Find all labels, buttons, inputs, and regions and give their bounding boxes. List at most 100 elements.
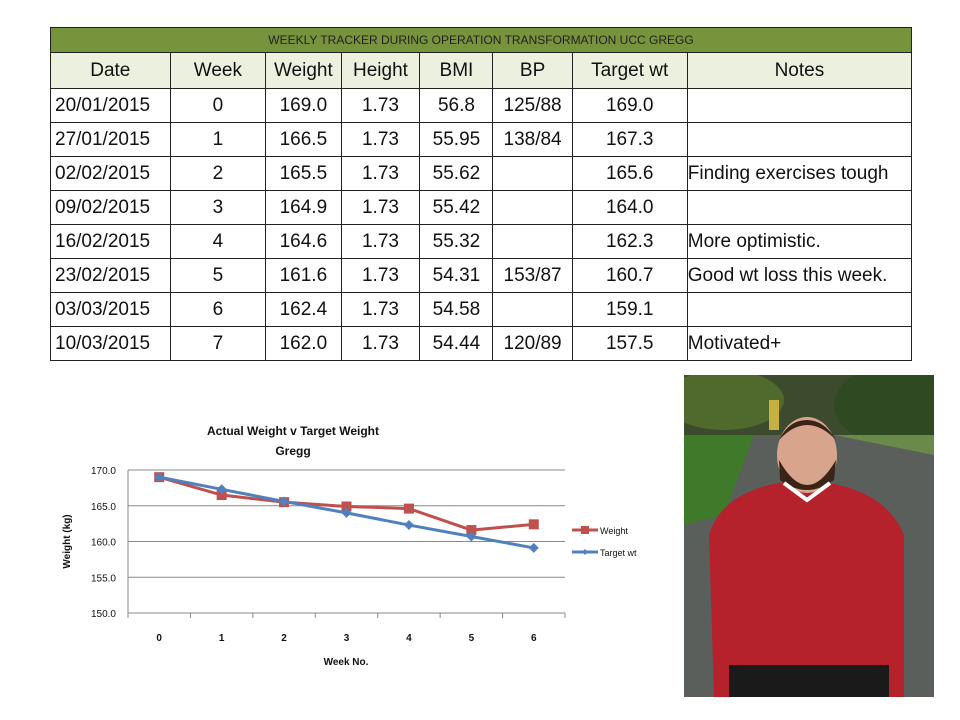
table-cell: Motivated+ (686, 326, 913, 361)
table-cell: 125/88 (492, 88, 573, 123)
table-cell: Good wt loss this week. (686, 258, 913, 293)
column-header: BP (492, 52, 573, 89)
column-header: Target wt (571, 52, 688, 89)
table-cell: 20/01/2015 (50, 88, 171, 123)
table-cell: 09/02/2015 (50, 190, 171, 225)
table-cell: 166.5 (265, 122, 342, 157)
table-cell: More optimistic. (686, 224, 913, 259)
data-point-target (154, 472, 165, 483)
table-cell (686, 190, 913, 225)
table-cell (686, 122, 913, 157)
data-point-target (216, 484, 227, 495)
table-cell: 160.7 (571, 258, 688, 293)
table-cell: 55.42 (419, 190, 494, 225)
table-cell: 169.0 (571, 88, 688, 123)
table-cell: 164.0 (571, 190, 688, 225)
table-cell: 1.73 (340, 258, 421, 293)
table-cell: 27/01/2015 (50, 122, 171, 157)
table-cell: 161.6 (265, 258, 342, 293)
table-cell: 162.4 (265, 292, 342, 327)
y-tick-label: 155.0 (91, 573, 116, 584)
table-cell: 164.9 (265, 190, 342, 225)
table-cell: 165.5 (265, 156, 342, 191)
y-tick-label: 165.0 (91, 502, 116, 513)
x-tick-label: 2 (281, 633, 287, 644)
data-point-target (528, 542, 539, 553)
column-header: Notes (686, 52, 913, 89)
y-tick-label: 160.0 (91, 538, 116, 549)
legend-label: Target wt (600, 548, 637, 558)
table-cell: 54.44 (419, 326, 494, 361)
legend-label: Weight (600, 526, 628, 536)
table-cell (492, 292, 573, 327)
table-cell (686, 292, 913, 327)
table-cell: 138/84 (492, 122, 573, 157)
table-cell: 0 (169, 88, 267, 123)
table-cell: 159.1 (571, 292, 688, 327)
table-cell: 1.73 (340, 122, 421, 157)
table-cell: 153/87 (492, 258, 573, 293)
table-cell: 169.0 (265, 88, 342, 123)
x-tick-label: 1 (219, 633, 225, 644)
x-tick-label: 0 (156, 633, 162, 644)
table-cell: 2 (169, 156, 267, 191)
table-cell: 1 (169, 122, 267, 157)
table-cell: 162.3 (571, 224, 688, 259)
data-point-weight (403, 503, 414, 514)
x-axis-label: Week No. (324, 657, 369, 668)
table-cell: 157.5 (571, 326, 688, 361)
data-point-weight (341, 501, 352, 512)
data-point-weight (466, 525, 477, 536)
chart-subtitle: Gregg (275, 444, 310, 458)
table-cell: 55.62 (419, 156, 494, 191)
table-cell: 4 (169, 224, 267, 259)
weekly-tracker-table: WEEKLY TRACKER DURING OPERATION TRANSFOR… (50, 27, 913, 361)
table-row: 10/03/2015 7 162.0 1.73 54.44 120/89 157.5 Moti… (50, 326, 913, 361)
table-cell (686, 88, 913, 123)
y-tick-label: 150.0 (91, 609, 116, 620)
data-point-weight (216, 490, 227, 501)
table-cell: 5 (169, 258, 267, 293)
table-cell: 6 (169, 292, 267, 327)
table-cell: 55.95 (419, 122, 494, 157)
table-row: 23/02/2015 5 161.6 1.73 54.31 153/87 160.7 Good… (50, 258, 913, 293)
data-point-weight (528, 519, 539, 530)
table-cell: 56.8 (419, 88, 494, 123)
table-cell (492, 224, 573, 259)
table-cell: 1.73 (340, 190, 421, 225)
table-cell: 03/03/2015 (50, 292, 171, 327)
table-cell: 120/89 (492, 326, 573, 361)
x-tick-label: 6 (531, 633, 537, 644)
table-cell: 16/02/2015 (50, 224, 171, 259)
column-header: Weight (265, 52, 342, 89)
data-point-target (279, 496, 290, 507)
legend-marker (581, 526, 589, 534)
table-cell (492, 156, 573, 191)
y-axis-label: Weight (kg) (62, 514, 73, 568)
table-cell: 167.3 (571, 122, 688, 157)
table-cell: Finding exercises tough (686, 156, 913, 191)
table-cell: 02/02/2015 (50, 156, 171, 191)
weight-chart: Actual Weight v Target Weight Gregg 150.0 1… (62, 424, 637, 668)
table-cell: 1.73 (340, 156, 421, 191)
table-cell: 1.73 (340, 224, 421, 259)
column-header: Week (169, 52, 267, 89)
table-cell: 10/03/2015 (50, 326, 171, 361)
table-row: 09/02/2015 3 164.9 1.73 55.42 164.0 (50, 190, 913, 225)
table-cell: 165.6 (571, 156, 688, 191)
table-cell: 55.32 (419, 224, 494, 259)
x-tick-label: 4 (406, 633, 412, 644)
table-cell: 23/02/2015 (50, 258, 171, 293)
data-point-target (466, 531, 477, 542)
column-header: BMI (419, 52, 494, 89)
table-cell: 162.0 (265, 326, 342, 361)
table-row: 03/03/2015 6 162.4 1.73 54.58 159.1 (50, 292, 913, 327)
table-cell: 1.73 (340, 88, 421, 123)
table-cell: 1.73 (340, 326, 421, 361)
table-cell: 54.31 (419, 258, 494, 293)
legend-marker (582, 549, 588, 555)
table-row: 27/01/2015 1 166.5 1.73 55.95 138/84 167.3 (50, 122, 913, 157)
table-cell: 54.58 (419, 292, 494, 327)
chart-title: Actual Weight v Target Weight (207, 424, 379, 438)
column-header: Height (340, 52, 421, 89)
